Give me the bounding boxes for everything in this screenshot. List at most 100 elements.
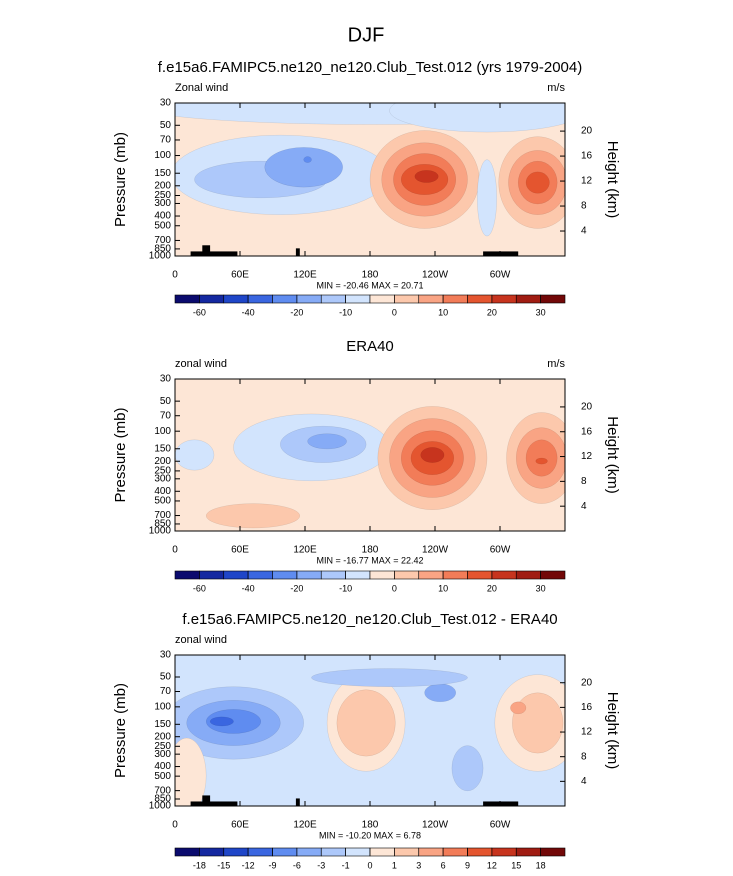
y-tick-label: 500 (154, 771, 171, 782)
y2-tick-label: 16 (581, 151, 593, 162)
y-tick-label: 50 (160, 396, 172, 407)
colorbar-label: -1 (342, 860, 350, 870)
x-tick-label: 120E (293, 545, 317, 556)
colorbar-label: -3 (317, 860, 325, 870)
y-tick-label: 50 (160, 672, 172, 683)
contour-field (175, 103, 565, 256)
y-tick-label: 150 (154, 168, 171, 179)
topography (295, 248, 300, 256)
y-tick-label: 250 (154, 741, 171, 752)
panel-title: f.e15a6.FAMIPC5.ne120_ne120.Club_Test.01… (182, 611, 557, 628)
y-tick-label: 850 (154, 244, 171, 255)
colorbar-box (369, 570, 395, 580)
contour-region (420, 447, 445, 463)
colorbar-label: -12 (242, 860, 255, 870)
y-tick-label: 400 (154, 761, 171, 772)
colorbar-box (394, 570, 420, 580)
x-tick-label: 60W (490, 270, 511, 281)
y2-tick-label: 12 (581, 451, 593, 462)
contour-region (209, 716, 234, 727)
colorbar-label: 20 (487, 307, 497, 317)
left-label: zonal wind (175, 358, 227, 370)
y-tick-label: 1000 (149, 801, 172, 812)
x-tick-label: 120W (422, 545, 449, 556)
colorbar-box (296, 294, 322, 304)
contour-region (389, 103, 565, 133)
colorbar-label: -40 (242, 583, 255, 593)
y2-axis-label: Height (km) (604, 141, 621, 219)
x-tick-label: 60E (231, 270, 249, 281)
colorbar-label: -60 (193, 583, 206, 593)
colorbar-box (467, 294, 493, 304)
colorbar-box (467, 570, 493, 580)
x-tick-label: 120W (422, 270, 449, 281)
colorbar-box (418, 847, 444, 857)
colorbar-box (369, 847, 395, 857)
colorbar-box (272, 570, 298, 580)
colorbar-box (199, 847, 225, 857)
colorbar-box (247, 570, 273, 580)
y-tick-label: 300 (154, 749, 171, 760)
colorbar-box (345, 570, 371, 580)
contour-region (424, 683, 457, 703)
y-tick-label: 850 (154, 519, 171, 530)
colorbar-label: 12 (487, 860, 497, 870)
colorbar-label: -18 (193, 860, 206, 870)
y2-tick-label: 20 (581, 677, 593, 688)
colorbar-box (223, 847, 249, 857)
y-tick-label: 70 (160, 135, 172, 146)
colorbar-box (442, 570, 468, 580)
topography (202, 245, 211, 256)
stats: MIN = -20.46 MAX = 20.71 (316, 280, 423, 290)
contour-region (175, 439, 215, 471)
colorbar-box (296, 847, 322, 857)
y-axis-label: Pressure (mb) (112, 683, 129, 778)
colorbar-box (418, 294, 444, 304)
y-axis-label: Pressure (mb) (112, 132, 129, 227)
x-tick-label: 180 (362, 820, 379, 831)
contour-region (311, 668, 468, 687)
colorbar-box (394, 294, 420, 304)
topography (483, 801, 519, 806)
colorbar-box (491, 294, 517, 304)
colorbar-box (174, 570, 200, 580)
colorbar-box (442, 847, 468, 857)
colorbar-box (540, 294, 566, 304)
colorbar-label: 10 (438, 583, 448, 593)
colorbar-label: 1 (392, 860, 397, 870)
y-tick-label: 1000 (149, 251, 172, 262)
y2-tick-label: 4 (581, 501, 587, 512)
colorbar-label: 9 (465, 860, 470, 870)
contour-field (175, 655, 565, 806)
x-tick-label: 120W (422, 820, 449, 831)
colorbar-box (223, 294, 249, 304)
y-tick-label: 500 (154, 220, 171, 231)
colorbar-box (491, 847, 517, 857)
contour-region (510, 701, 527, 715)
y-tick-label: 100 (154, 150, 171, 161)
colorbar-label: 18 (536, 860, 546, 870)
x-tick-label: 60W (490, 545, 511, 556)
panel-title: ERA40 (346, 338, 394, 355)
x-tick-label: 120E (293, 270, 317, 281)
colorbar-box (272, 294, 298, 304)
stats: MIN = -16.77 MAX = 22.42 (316, 555, 423, 565)
y2-tick-label: 20 (581, 402, 593, 413)
colorbar-label: -9 (268, 860, 276, 870)
colorbar-box (247, 294, 273, 304)
colorbar-box (174, 294, 200, 304)
y2-tick-label: 4 (581, 226, 587, 237)
colorbar-box (491, 570, 517, 580)
colorbar-box (320, 570, 346, 580)
contour-region (451, 745, 484, 792)
y-tick-label: 500 (154, 496, 171, 507)
x-tick-label: 0 (172, 270, 178, 281)
contour-region (175, 737, 207, 806)
y-tick-label: 100 (154, 701, 171, 712)
colorbar-box (320, 294, 346, 304)
x-tick-label: 120E (293, 820, 317, 831)
colorbar-label: -20 (290, 583, 303, 593)
right-label: m/s (547, 358, 565, 370)
y-axis-label: Pressure (mb) (112, 407, 129, 502)
